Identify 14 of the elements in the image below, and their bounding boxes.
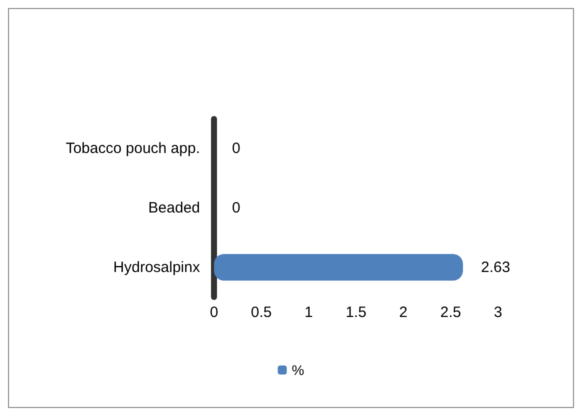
x-tick-label: 3 <box>494 304 502 321</box>
data-label: 0 <box>232 200 240 216</box>
y-tick-label: Tobacco pouch app. <box>66 140 200 158</box>
x-tick-label: 0.5 <box>250 304 272 321</box>
data-label: 0 <box>232 140 240 158</box>
data-label: 2.63 <box>480 258 510 276</box>
x-tick-label: 0 <box>210 304 218 321</box>
x-tick-label: 1 <box>304 304 313 321</box>
x-tick-label: 2.5 <box>440 304 462 321</box>
legend-label: % <box>292 362 304 378</box>
x-tick-label: 1.5 <box>346 304 366 321</box>
y-tick-label: Beaded <box>148 200 200 216</box>
y-tick-label: Hydrosalpinx <box>113 258 200 276</box>
x-tick-label: 2 <box>399 304 408 321</box>
